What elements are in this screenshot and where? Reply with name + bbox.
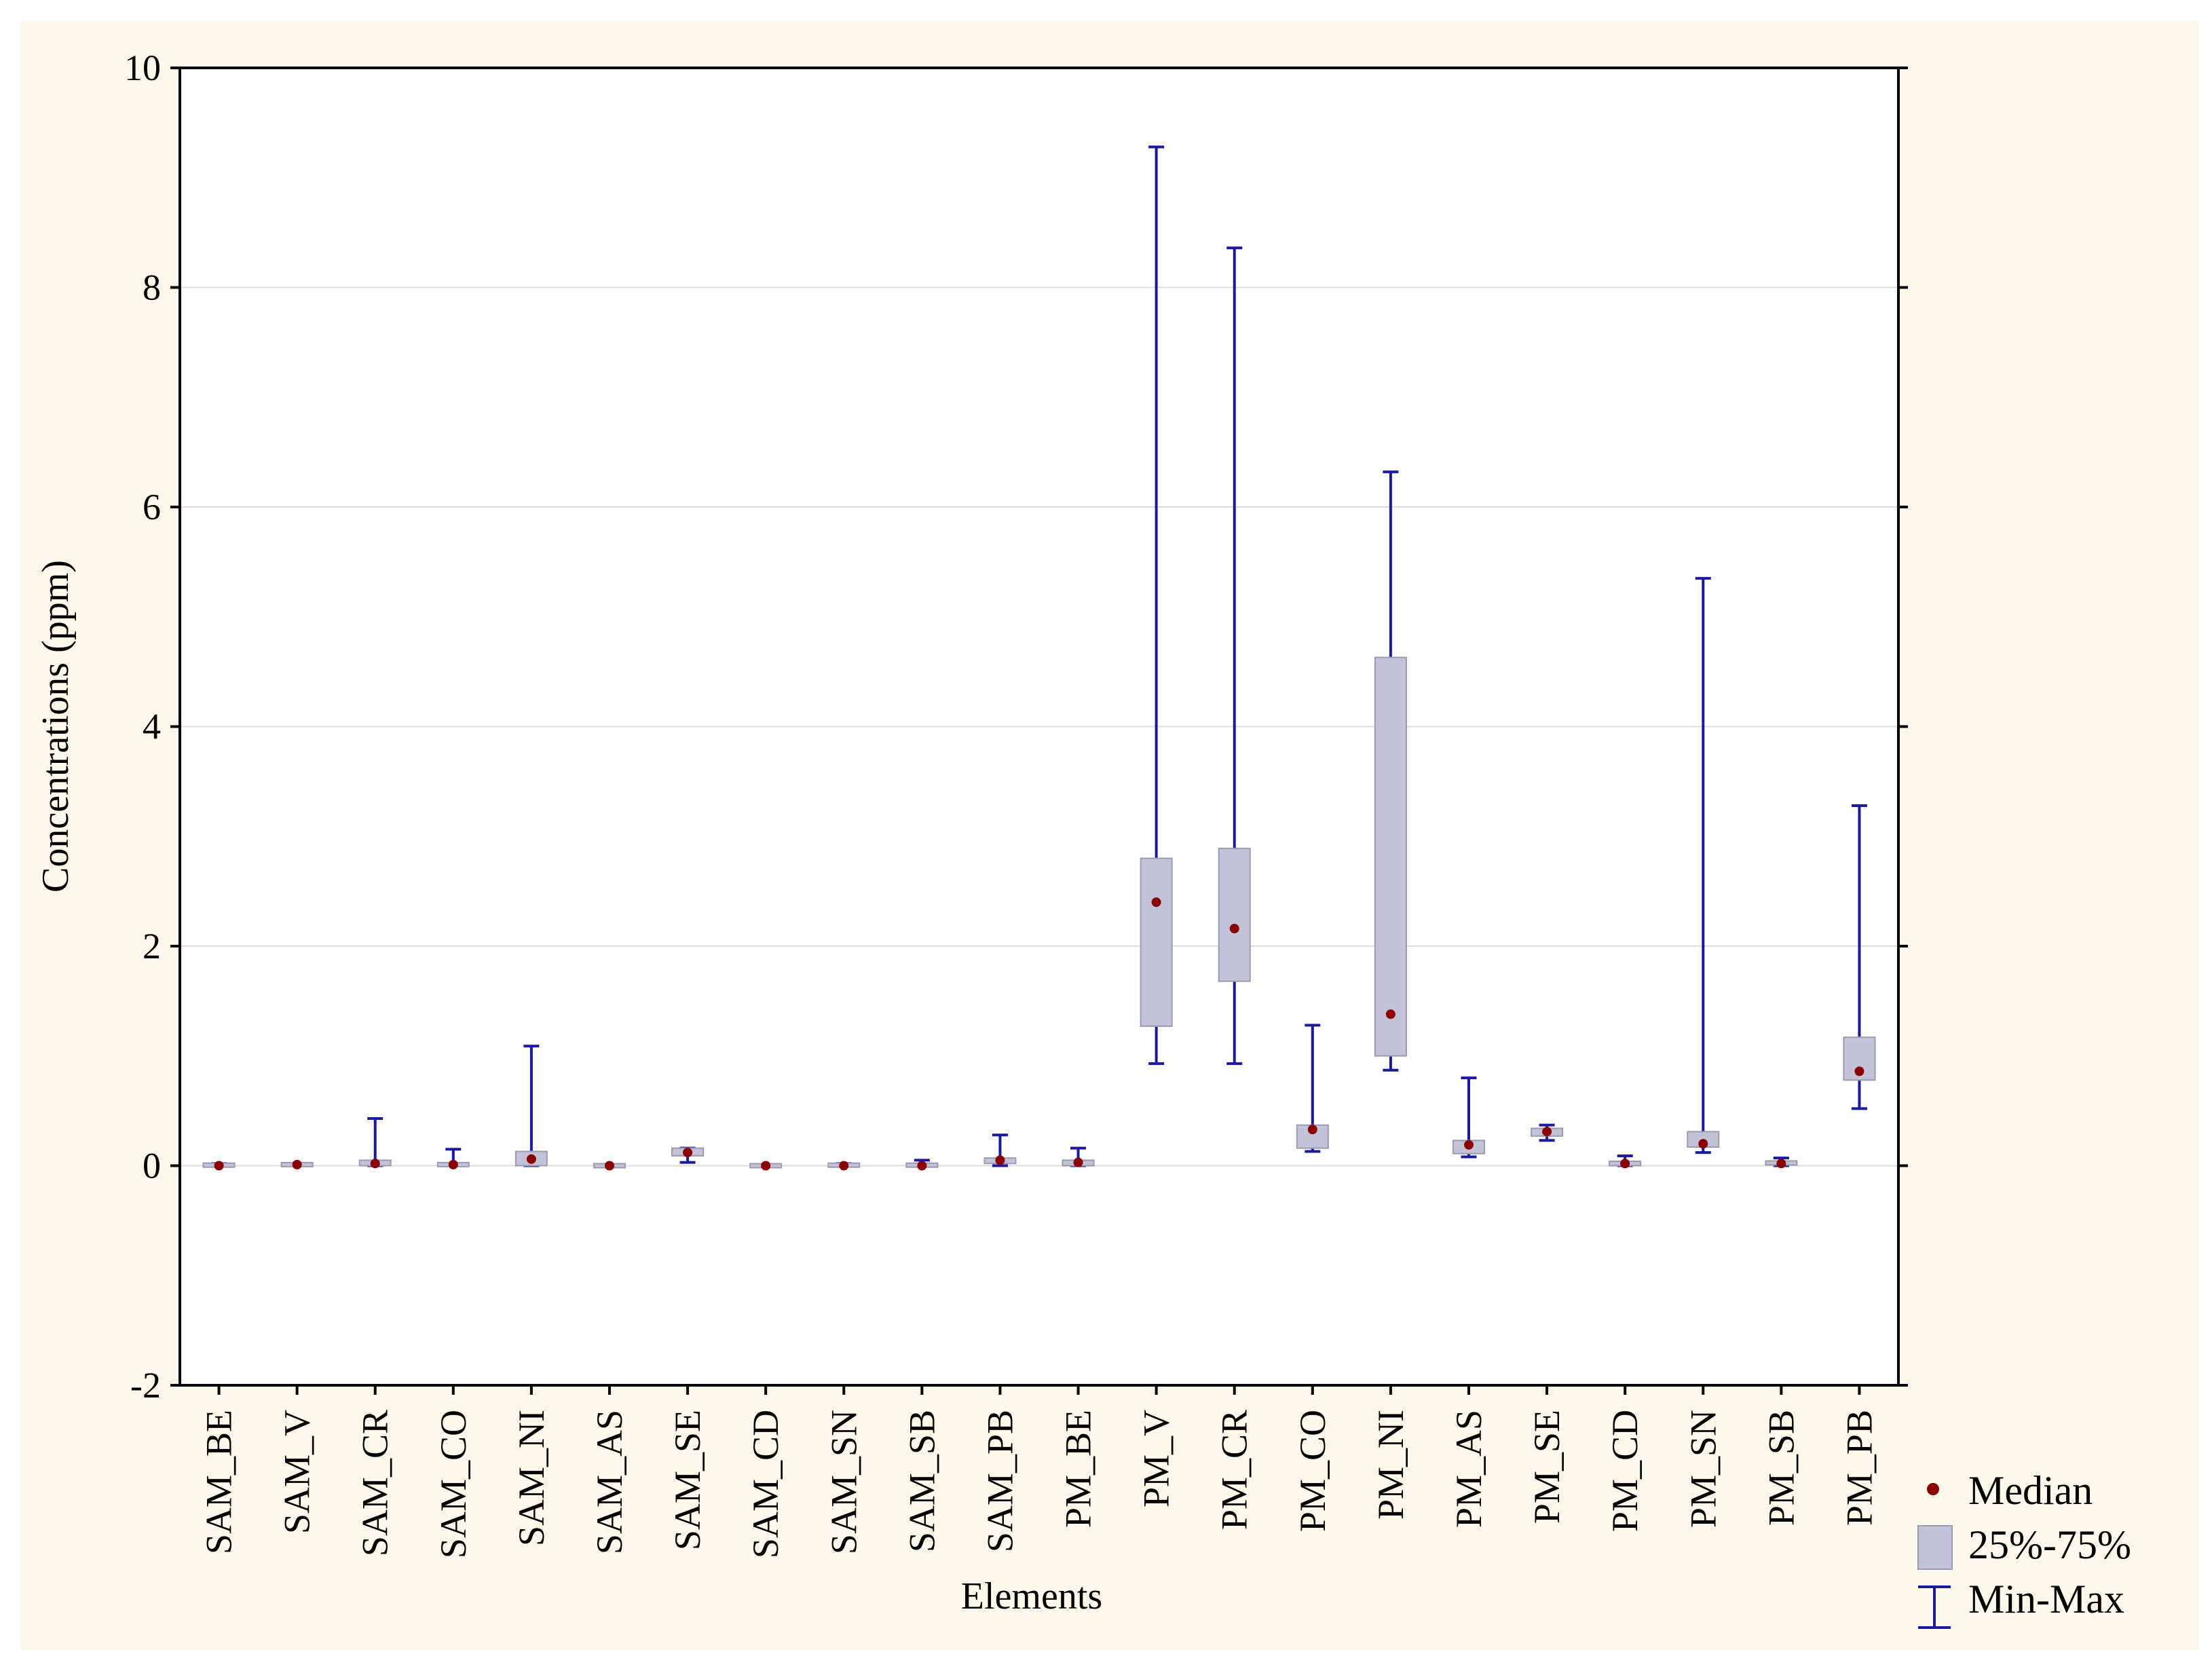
box-group-sam-ni	[514, 1045, 548, 1167]
iqr-box	[1140, 857, 1173, 1028]
median-marker	[1151, 897, 1161, 907]
x-axis-title: Elements	[961, 1575, 1102, 1617]
legend-median-label: Median	[1968, 1468, 2093, 1513]
x-tick-label: PM_CR	[1214, 1410, 1255, 1530]
median-marker	[683, 1148, 693, 1158]
legend-box-label: 25%-75%	[1968, 1522, 2131, 1567]
box-group-pm-cd	[1609, 1154, 1642, 1169]
axes: -2 0 2 4 6 8 10 SAM_BE SAM_V SAM_CR SAM_CO SAM_NI SA…	[124, 48, 1908, 1558]
legend-box-swatch	[1917, 1525, 1953, 1570]
x-tick-label: PM_PB	[1839, 1410, 1879, 1526]
box-group-sam-se	[671, 1146, 705, 1164]
median-marker	[1542, 1127, 1552, 1137]
iqr-box	[1218, 848, 1251, 982]
median-marker	[839, 1161, 849, 1171]
x-tick-label: PM_CO	[1292, 1410, 1333, 1532]
y-tick-label: 4	[143, 707, 161, 747]
boxes	[202, 145, 1876, 1171]
box-group-pm-pb	[1843, 804, 1876, 1110]
box-group-pm-ni	[1374, 470, 1407, 1072]
legend-whisker-icon	[1918, 1585, 1951, 1629]
legend-whisker-label: Min-Max	[1968, 1577, 2124, 1621]
x-tick-label: PM_BE	[1058, 1410, 1099, 1528]
median-marker	[1854, 1066, 1864, 1076]
box-group-pm-be	[1062, 1146, 1095, 1167]
box-group-sam-pb	[983, 1133, 1017, 1167]
median-marker	[370, 1159, 380, 1169]
box-group-sam-co	[436, 1148, 470, 1169]
box-group-pm-as	[1452, 1076, 1486, 1159]
x-tick-label: PM_V	[1136, 1410, 1177, 1507]
median-marker	[1385, 1009, 1395, 1019]
x-tick-label: SAM_AS	[589, 1410, 630, 1554]
x-tick-label: SAM_SB	[901, 1410, 942, 1552]
median-marker	[761, 1161, 771, 1171]
iqr-box	[1374, 656, 1407, 1057]
x-tick-label: SAM_V	[277, 1410, 318, 1534]
y-tick-label: 0	[143, 1146, 161, 1186]
box-group-pm-v	[1140, 145, 1173, 1066]
chart-svg: -2 0 2 4 6 8 10 SAM_BE SAM_V SAM_CR SAM_CO SAM_NI SA…	[35, 48, 2131, 1629]
x-tick-label: SAM_SN	[823, 1410, 864, 1554]
median-marker	[1229, 924, 1239, 934]
x-tick-label: PM_SE	[1526, 1410, 1567, 1524]
y-axis-title: Concentrations (ppm)	[35, 560, 77, 893]
x-tick-label: SAM_BE	[199, 1410, 240, 1554]
box-group-sam-cd	[749, 1161, 783, 1171]
x-tick-label: SAM_CR	[355, 1410, 396, 1556]
x-tick-label: PM_SB	[1761, 1410, 1801, 1526]
x-tick-label: SAM_CD	[745, 1410, 786, 1558]
box-group-pm-sn	[1687, 577, 1720, 1154]
box-group-sam-be	[202, 1161, 236, 1171]
median-marker	[1307, 1125, 1317, 1135]
chart-frame: -2 0 2 4 6 8 10 SAM_BE SAM_V SAM_CR SAM_CO SAM_NI SA…	[20, 20, 2199, 1649]
median-marker	[292, 1159, 302, 1169]
x-tick-label: PM_CD	[1605, 1410, 1645, 1532]
box-group-pm-sb	[1765, 1157, 1798, 1169]
median-marker	[1620, 1159, 1630, 1169]
y-tick-label: 2	[143, 926, 161, 966]
x-tick-label: SAM_NI	[511, 1410, 552, 1546]
median-marker	[1698, 1139, 1708, 1149]
median-marker	[995, 1155, 1005, 1165]
median-marker	[1464, 1140, 1474, 1150]
median-marker	[214, 1161, 224, 1171]
box-group-pm-cr	[1218, 246, 1251, 1066]
x-tick-label: SAM_CO	[433, 1410, 474, 1558]
median-marker	[526, 1154, 536, 1164]
median-marker	[605, 1161, 614, 1171]
box-group-pm-co	[1296, 1024, 1329, 1153]
box-group-sam-sn	[827, 1161, 861, 1171]
legend-median-marker	[1927, 1483, 1939, 1495]
y-tick-label: -2	[130, 1365, 161, 1406]
x-tick-label: SAM_PB	[979, 1410, 1020, 1552]
x-tick-label: PM_NI	[1370, 1410, 1411, 1520]
box-group-sam-sb	[905, 1159, 939, 1171]
median-marker	[1073, 1157, 1083, 1167]
box-group-sam-cr	[358, 1116, 392, 1169]
x-tick-label: PM_AS	[1448, 1410, 1489, 1528]
x-tick-label: SAM_SE	[667, 1410, 708, 1550]
median-marker	[448, 1159, 458, 1169]
legend: Median 25%-75% Min-Max	[1917, 1468, 2131, 1629]
y-tick-label: 6	[143, 487, 161, 527]
y-tick-label: 8	[143, 267, 161, 308]
box-group-sam-as	[593, 1161, 626, 1171]
x-tick-label: PM_SN	[1683, 1410, 1723, 1528]
median-marker	[917, 1161, 927, 1171]
box-group-pm-se	[1531, 1123, 1564, 1142]
box-group-sam-v	[280, 1159, 314, 1169]
median-marker	[1776, 1159, 1786, 1169]
y-tick-label: 10	[124, 48, 161, 88]
